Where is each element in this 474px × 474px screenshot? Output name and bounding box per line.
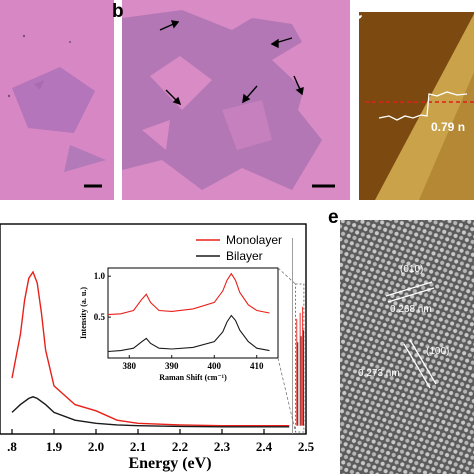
- panel-a-optical-image: [0, 0, 114, 200]
- pl-x-tick-label: 1.9: [46, 439, 63, 454]
- raman-y-tick-label: 1.0: [94, 271, 106, 281]
- raman-inset-connector: [277, 267, 296, 285]
- legend-label-bilayer: Bilayer: [226, 249, 263, 263]
- pl-x-axis-label: Energy (eV): [128, 455, 211, 472]
- panel-label-e: e: [328, 207, 339, 228]
- raman-x-tick-label: 400: [208, 361, 222, 371]
- pl-chart-svg: .8 1.9 2.0 2.1 2.2 2.3 2.4 2.5 Energy (eV) Monola…: [0, 223, 315, 472]
- panel-c-afm-image: 0.79 n: [359, 12, 474, 200]
- afm-height-label: 0.79 n: [431, 120, 466, 134]
- raman-x-axis-label: Raman Shift (cm⁻¹): [159, 373, 227, 382]
- legend-label-monolayer: Monolayer: [226, 233, 282, 247]
- tem-spacing-010: 0.268 nm: [390, 304, 432, 315]
- panel-e-hrtem-image: (010) 0.268 nm (100) 0.273 nm: [340, 220, 474, 474]
- panel-label-b: b: [112, 1, 124, 22]
- tem-plane-100: (100): [426, 346, 450, 357]
- raman-series-line-monolayer: [107, 272, 270, 316]
- pl-zoom-region: [295, 283, 305, 433]
- raman-series-line-bilayer: [107, 314, 270, 353]
- raman-y-tick-label: 0.5: [94, 312, 106, 322]
- pl-x-tick-label: 2.0: [88, 439, 104, 454]
- panel-b-optical-image: [122, 0, 350, 200]
- pl-x-tick-label: 2.4: [256, 439, 273, 454]
- pl-x-tick-label: .8: [7, 439, 17, 454]
- tem-spacing-100: 0.273 nm: [358, 368, 400, 379]
- raman-x-tick-label: 380: [123, 361, 137, 371]
- pl-plot-frame: [0, 223, 307, 435]
- tem-plane-010: (010): [400, 264, 424, 275]
- pl-series-line-monolayer: [11, 270, 290, 427]
- raman-x-tick-label: 410: [250, 361, 264, 371]
- pl-x-tick-label: 2.5: [298, 439, 315, 454]
- raman-x-tick-label: 390: [165, 361, 179, 371]
- panel-d-pl-spectrum: .8 1.9 2.0 2.1 2.2 2.3 2.4 2.5 Energy (eV) Monola…: [0, 210, 330, 474]
- pl-x-tick-label: 2.3: [214, 439, 231, 454]
- panel-label-c: c: [352, 3, 363, 24]
- pl-x-tick-label: 2.2: [172, 439, 188, 454]
- raman-inset-connector: [277, 357, 296, 433]
- pl-series-line-bilayer: [11, 396, 290, 428]
- pl-x-tick-label: 2.1: [130, 439, 146, 454]
- raman-y-axis-label: Intensity (a. u.): [79, 287, 88, 339]
